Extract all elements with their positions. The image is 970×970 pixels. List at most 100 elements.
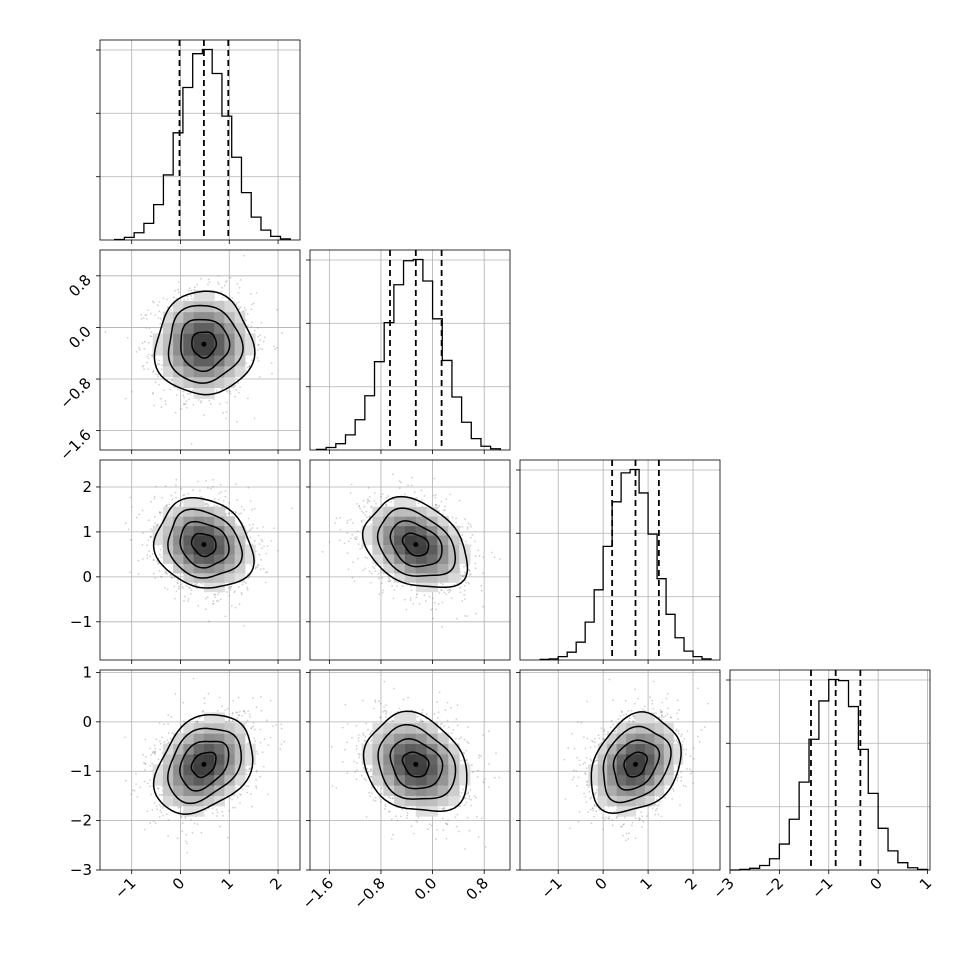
density-cell	[214, 525, 225, 536]
scatter-point	[159, 317, 162, 320]
scatter-point	[437, 603, 440, 605]
scatter-point	[171, 576, 173, 579]
scatter-point	[264, 571, 267, 574]
scatter-point	[461, 574, 464, 577]
scatter-point	[177, 281, 180, 284]
density-cell	[214, 506, 225, 517]
scatter-point	[215, 599, 218, 602]
density-cell	[224, 300, 236, 313]
scatter-point	[438, 510, 440, 513]
scatter-point	[166, 588, 169, 591]
scatter-point	[358, 505, 361, 507]
density-cell	[214, 344, 225, 356]
scatter-point	[249, 528, 252, 531]
scatter-point	[362, 511, 365, 514]
scatter-point	[431, 608, 434, 610]
scatter-point	[261, 348, 263, 351]
scatter-point	[154, 577, 157, 579]
scatter-point	[228, 501, 230, 504]
scatter-point	[208, 281, 211, 283]
scatter-point	[135, 516, 138, 519]
scatter-point	[190, 582, 193, 585]
scatter-point	[459, 574, 462, 577]
scatter-point	[147, 519, 150, 522]
scatter-point	[224, 495, 227, 498]
density-cell	[214, 311, 225, 324]
scatter-point	[160, 368, 163, 371]
scatter-point	[441, 601, 444, 604]
scatter-point	[146, 557, 149, 560]
scatter-point	[377, 577, 380, 580]
scatter-point	[247, 397, 249, 400]
scatter-point	[141, 543, 144, 546]
scatter-point	[190, 442, 193, 445]
density-cell	[244, 553, 256, 564]
scatter-point	[159, 513, 162, 515]
scatter-point	[177, 578, 179, 581]
density-cell	[214, 322, 225, 334]
scatter-point	[398, 487, 401, 490]
scatter-point	[151, 300, 154, 303]
density-cell	[234, 344, 246, 356]
density-panel-2-1	[306, 459, 511, 661]
scatter-point	[238, 513, 241, 515]
scatter-point	[449, 589, 452, 592]
scatter-point	[354, 538, 357, 541]
scatter-point	[254, 567, 257, 570]
scatter-point	[212, 602, 215, 605]
scatter-point	[217, 281, 219, 284]
scatter-point	[405, 608, 408, 611]
scatter-point	[181, 587, 184, 589]
density-cell	[183, 572, 195, 583]
scatter-point	[200, 400, 203, 402]
scatter-point	[235, 388, 238, 391]
scatter-point	[158, 569, 161, 572]
scatter-point	[253, 417, 256, 420]
scatter-point	[199, 489, 201, 492]
panel-frame	[729, 669, 931, 871]
scatter-point	[197, 480, 199, 483]
scatter-point	[166, 572, 168, 575]
density-content	[100, 460, 300, 660]
density-cell	[234, 553, 246, 564]
scatter-point	[157, 376, 160, 378]
scatter-point	[347, 568, 350, 571]
scatter-point	[161, 496, 163, 499]
scatter-point	[273, 345, 275, 348]
density-cell	[224, 365, 236, 378]
scatter-point	[434, 504, 437, 506]
scatter-point	[385, 505, 387, 507]
scatter-point	[238, 391, 240, 394]
scatter-point	[175, 590, 178, 593]
scatter-point	[240, 592, 243, 594]
scatter-point	[174, 289, 176, 292]
scatter-point	[361, 510, 363, 513]
scatter-point	[251, 523, 254, 526]
scatter-point	[212, 485, 214, 488]
histogram-step-1	[315, 258, 501, 451]
scatter-point	[157, 304, 159, 307]
scatter-point	[190, 589, 193, 592]
scatter-point	[158, 511, 161, 513]
scatter-point	[249, 500, 252, 502]
scatter-point	[387, 575, 390, 578]
scatter-point	[260, 321, 263, 324]
contour-line	[153, 290, 256, 396]
density-cell	[234, 544, 246, 555]
scatter-point	[179, 504, 181, 507]
scatter-point	[189, 587, 192, 589]
scatter-point	[474, 555, 477, 558]
scatter-point	[467, 563, 470, 566]
scatter-point	[442, 509, 445, 512]
density-cell	[173, 365, 184, 378]
scatter-point	[175, 496, 178, 499]
scatter-point	[463, 594, 466, 596]
scatter-point	[143, 340, 146, 343]
contour-line	[152, 497, 255, 589]
scatter-point	[450, 597, 453, 599]
scatter-point	[206, 502, 209, 505]
panel-frame	[99, 39, 301, 241]
scatter-point	[150, 528, 152, 531]
scatter-point	[135, 350, 138, 353]
